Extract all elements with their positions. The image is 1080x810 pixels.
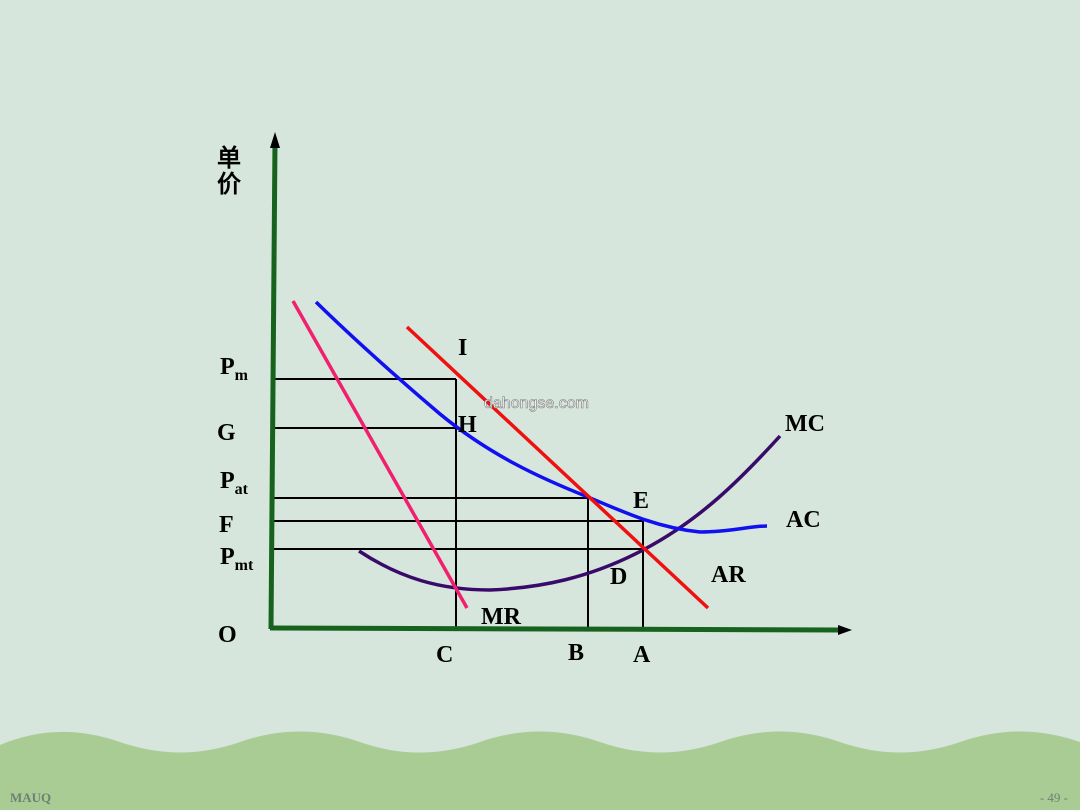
guide-lines [273,378,644,628]
y-axis-label-line1: 单 [217,145,241,172]
watermark: dahongse.com [484,395,589,412]
wave-band [0,731,1080,810]
origin-label: O [218,622,237,648]
y-axis [268,141,278,630]
footer-page-number: - 49 - [1039,790,1068,805]
y-axis-label-line2: 价 [217,171,242,198]
y-label-pm: Pm [220,354,249,384]
curve-label-mr: MR [481,604,522,630]
point-label-i: I [458,335,467,361]
mc-curve [358,434,782,592]
curve-label-ac: AC [786,507,821,533]
mr-line [291,300,469,609]
point-label-e: E [633,488,649,514]
x-label-b: B [568,640,584,666]
y-label-pat: Pat [220,468,249,498]
y-label-pmt: Pmt [220,544,254,574]
curve-label-mc: MC [785,411,825,437]
ar-line [405,325,710,610]
y-axis-arrow [270,132,280,148]
y-label-f: F [219,512,234,538]
x-axis [269,625,841,633]
footer-left-text: MAUQ [10,790,52,805]
ac-curve [314,300,768,534]
y-label-g: G [217,420,236,446]
point-label-d: D [610,564,627,590]
x-label-c: C [436,642,453,668]
point-label-h: H [458,412,477,438]
axes [268,132,852,635]
x-label-a: A [633,642,651,668]
curve-label-ar: AR [711,562,746,588]
x-axis-arrow [838,625,852,635]
